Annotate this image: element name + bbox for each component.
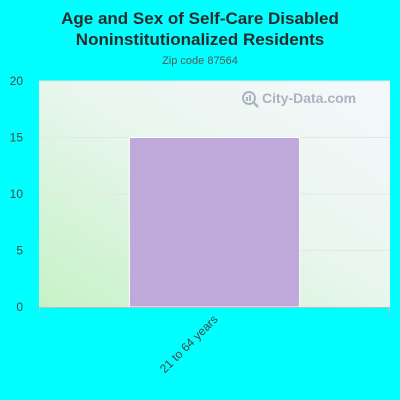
chart-title: Age and Sex of Self-Care Disabled Nonins… xyxy=(0,8,400,50)
chart-title-line-1: Age and Sex of Self-Care Disabled xyxy=(61,9,339,28)
x-axis-ticks: 21 to 64 years xyxy=(157,312,221,376)
y-axis-ticks: 0 5 10 15 20 xyxy=(10,74,24,314)
chart-subtitle: Zip code 87564 xyxy=(162,55,238,67)
bars xyxy=(128,137,301,308)
y-tick-label: 10 xyxy=(10,187,24,201)
bar[interactable] xyxy=(128,137,301,308)
magnifier-icon xyxy=(242,91,259,108)
y-tick-label: 15 xyxy=(10,131,24,145)
y-tick-label: 5 xyxy=(16,244,23,258)
y-tick-label: 0 xyxy=(16,300,23,314)
watermark: City-Data.com xyxy=(242,90,356,108)
chart-title-line-2: Noninstitutionalized Residents xyxy=(75,30,325,49)
y-tick-label: 20 xyxy=(10,74,24,88)
x-tick-label: 21 to 64 years xyxy=(157,312,221,376)
watermark-text: City-Data.com xyxy=(262,90,356,106)
